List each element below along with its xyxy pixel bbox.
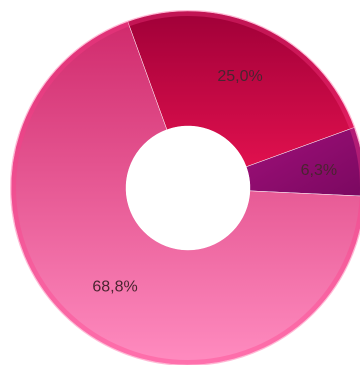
donut-hole	[126, 126, 250, 250]
donut-outer-rim	[10, 10, 360, 365]
slice-label-3: 68,8%	[92, 278, 137, 295]
slice-label-1: 25,0%	[217, 68, 262, 85]
slice-label-2: 6,3%	[301, 162, 337, 179]
